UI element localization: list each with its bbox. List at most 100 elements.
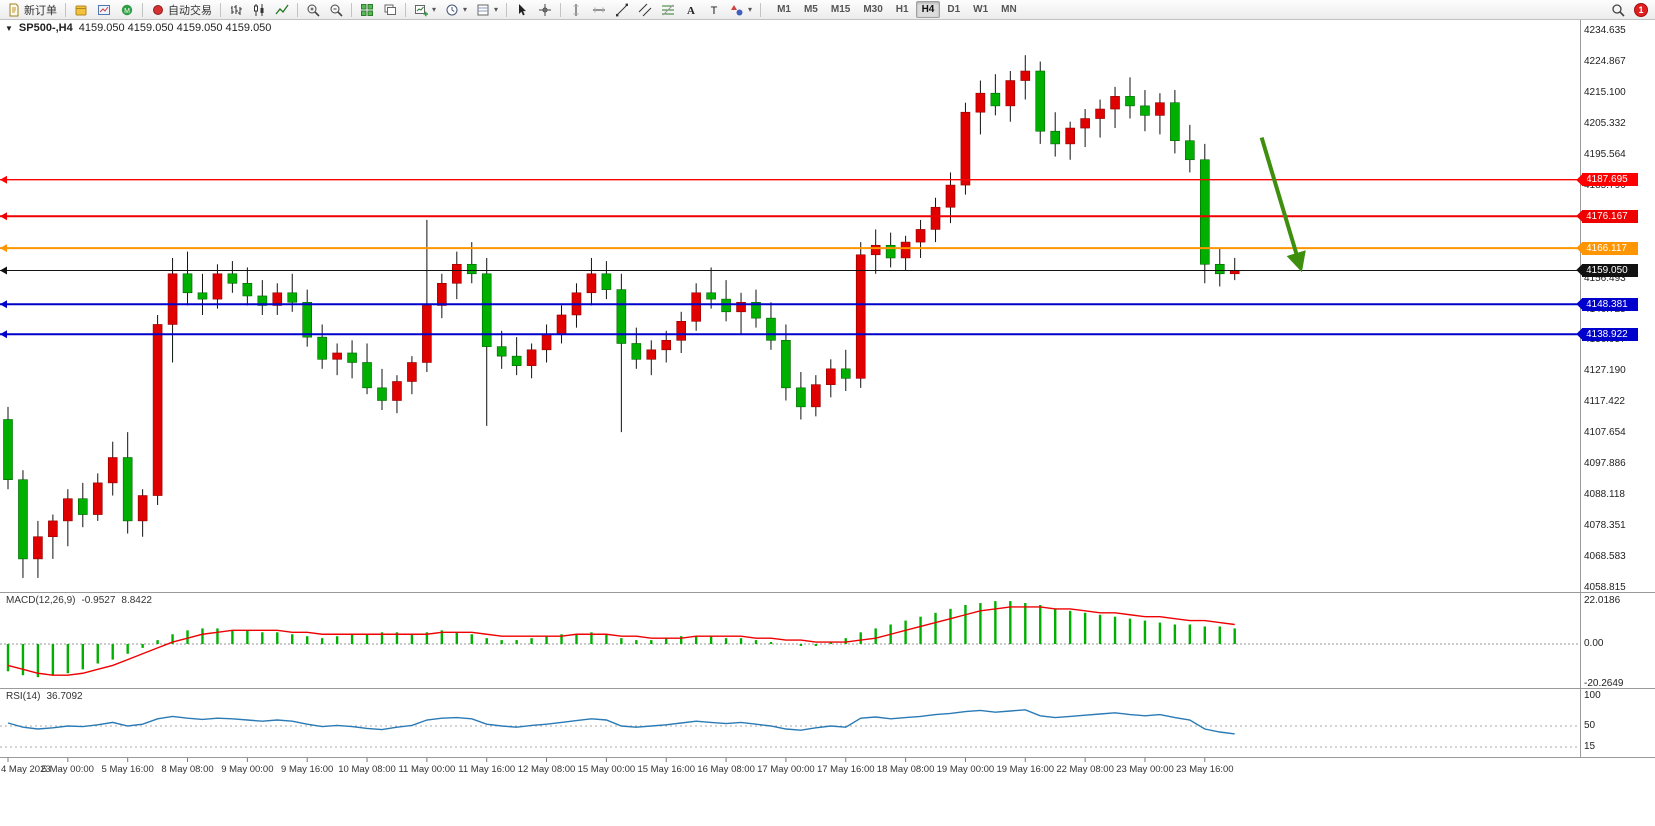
chart-title: ▼ SP500-,H4 4159.050 4159.050 4159.050 4… — [5, 22, 271, 34]
price-badge-4138.922: 4138.922 — [1582, 327, 1638, 341]
price-tick-label: 4195.564 — [1584, 148, 1626, 160]
trend-arrow-annotation[interactable] — [1259, 136, 1306, 273]
macd-min-label: -20.2649 — [1584, 677, 1624, 689]
time-label: 9 May 16:00 — [281, 764, 334, 775]
chart-window-button[interactable] — [93, 1, 115, 19]
timeframe-mn-button[interactable]: MN — [1001, 4, 1017, 15]
price-badge-4166.117: 4166.117 — [1582, 241, 1638, 255]
time-label: 18 May 08:00 — [876, 764, 935, 775]
toolbar-separator — [506, 2, 508, 17]
trendline-button[interactable] — [611, 1, 633, 19]
community-button[interactable]: M — [116, 1, 138, 19]
new-chart-button[interactable]: ▾ — [410, 1, 440, 19]
price-tick-label: 4088.118 — [1584, 489, 1625, 501]
line-chart-mode-button[interactable] — [271, 1, 293, 19]
timeframe-m30-button[interactable]: M30 — [863, 4, 883, 15]
candles — [3, 55, 1240, 578]
rsi-value: 36.7092 — [46, 691, 83, 702]
arrows-button[interactable]: ▾ — [726, 1, 756, 19]
macd-histogram — [6, 601, 1236, 678]
time-label: 23 May 00:00 — [1116, 764, 1174, 775]
auto-arrange-button[interactable] — [379, 1, 401, 19]
equidistant-channel-button[interactable] — [634, 1, 656, 19]
toolbar-separator — [220, 2, 221, 17]
hline-left-marker — [0, 244, 7, 253]
timeframe-m1-button[interactable]: M1 — [777, 4, 791, 15]
cascade-icon — [384, 4, 396, 15]
toolbar-separator — [560, 2, 562, 17]
timeframe-m5-button[interactable]: M5 — [803, 4, 818, 15]
candle-chart-mode-button[interactable] — [248, 1, 270, 19]
timeframe-h1-button[interactable]: H1 — [895, 4, 909, 15]
bar-chart-mode-button[interactable] — [225, 1, 247, 19]
community-icon: M — [121, 4, 133, 15]
trendline-icon — [616, 3, 629, 16]
search-button[interactable] — [1607, 1, 1629, 19]
hline-left-marker — [0, 330, 7, 339]
crosshair-button[interactable] — [534, 1, 556, 19]
timeframe-m15-button[interactable]: M15 — [830, 4, 851, 15]
time-label: 23 May 16:00 — [1176, 764, 1234, 775]
zoom-in-icon — [307, 4, 320, 17]
doc-new-icon — [9, 3, 19, 16]
new-order-button[interactable]: 新订单 — [3, 1, 61, 19]
hline-icon — [593, 7, 606, 12]
text-label-button[interactable]: T — [703, 1, 725, 19]
crosshair-icon — [539, 3, 552, 16]
notification-badge[interactable]: 1 — [1634, 2, 1648, 17]
cursor-button[interactable] — [511, 1, 533, 19]
time-label: 11 May 00:00 — [398, 764, 456, 775]
price-badge-4159.050: 4159.050 — [1582, 263, 1638, 277]
bar-chart-icon — [231, 4, 242, 15]
chart-ohlc-values: 4159.050 4159.050 4159.050 4159.050 — [78, 22, 272, 34]
templates-button[interactable]: ▾ — [472, 1, 502, 19]
periods-button[interactable]: ▾ — [441, 1, 471, 19]
horizontal-line-button[interactable] — [588, 1, 610, 19]
chevron-down-icon: ▾ — [463, 5, 468, 14]
fibonacci-button[interactable] — [657, 1, 679, 19]
svg-text:T: T — [711, 5, 718, 17]
zoom-in-button[interactable] — [302, 1, 324, 19]
shapes-icon — [731, 4, 743, 15]
price-axis[interactable]: 4234.635 4224.867 4215.100 4205.332 4195.564… — [1581, 20, 1655, 758]
timeframe-h4-button[interactable]: H4 — [915, 1, 941, 18]
autotrading-button[interactable]: 自动交易 — [147, 1, 216, 19]
cursor-icon — [519, 3, 527, 15]
label-t-icon: T — [711, 5, 718, 17]
macd-max-label: 22.0186 — [1584, 595, 1621, 607]
time-label: 8 May 08:00 — [161, 764, 214, 775]
zoom-out-button[interactable] — [325, 1, 347, 19]
fibo-icon — [662, 4, 675, 15]
time-label: 5 May 16:00 — [101, 764, 154, 775]
vertical-line-button[interactable] — [565, 1, 587, 19]
profile-button[interactable] — [70, 1, 92, 19]
tile-windows-button[interactable] — [356, 1, 378, 19]
time-axis[interactable]: 4 May 2023 5 May 00:00 5 May 16:00 8 May 08… — [0, 758, 1580, 798]
time-label: 17 May 16:00 — [816, 764, 875, 775]
rsi-indicator-name: RSI(14) — [6, 691, 41, 702]
time-label: 12 May 08:00 — [517, 764, 576, 775]
rsi-level-label: 100 — [1584, 690, 1601, 701]
chart-plus-icon — [415, 4, 428, 16]
chevron-down-icon: ▾ — [432, 5, 437, 14]
zoom-out-icon — [330, 4, 343, 17]
price-tick-label: 4107.654 — [1584, 427, 1626, 439]
channel-icon — [638, 3, 652, 16]
time-label: 11 May 16:00 — [458, 764, 516, 775]
price-badge-4176.167: 4176.167 — [1582, 209, 1638, 223]
chart-canvas[interactable] — [0, 20, 1655, 826]
rsi-line — [7, 709, 1235, 735]
line-chart-icon — [275, 4, 289, 14]
toolbar-separator — [65, 2, 66, 17]
timeframe-w1-button[interactable]: W1 — [973, 4, 989, 15]
toolbar-separator — [351, 2, 352, 17]
price-tick-label: 4215.100 — [1584, 86, 1626, 98]
search-icon — [1612, 3, 1625, 17]
rsi-level-label: 50 — [1584, 720, 1596, 731]
toolbar-buttons: 新订单 M 自动交易 ▾ ▾ ▾ A T ▾ — [3, 1, 756, 19]
timeframe-d1-button[interactable]: D1 — [947, 4, 961, 15]
autotrading-label: 自动交易 — [168, 4, 212, 17]
hline-left-marker — [0, 266, 7, 275]
text-button[interactable]: A — [680, 1, 702, 19]
chart-window-icon — [98, 4, 110, 15]
